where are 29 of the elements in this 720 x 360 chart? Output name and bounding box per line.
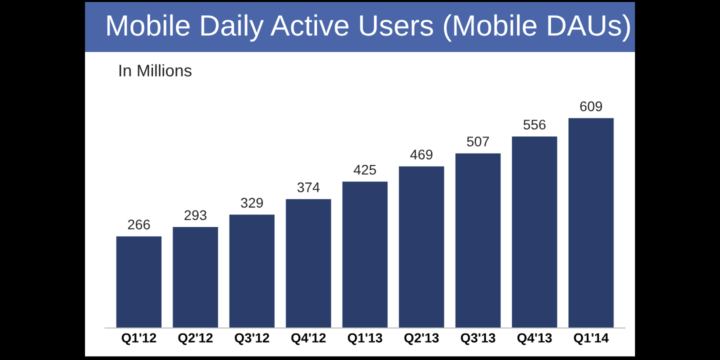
chart-subtitle: In Millions [120, 64, 192, 76]
data-label: 266 [128, 220, 150, 230]
x-tick-label: Q1'12 [122, 333, 156, 346]
x-tick-label: Q4'12 [291, 333, 326, 346]
bar [116, 236, 162, 328]
bar [286, 199, 332, 328]
bar [512, 136, 558, 328]
bar [398, 166, 444, 328]
x-tick-label: Q1'13 [348, 333, 382, 346]
data-label: 507 [467, 136, 489, 146]
bar [455, 153, 501, 328]
bar [342, 182, 388, 328]
data-label: 329 [240, 198, 263, 208]
bar [229, 214, 275, 328]
bar [172, 227, 218, 328]
data-label: 609 [580, 101, 602, 112]
x-tick-label: Q1'14 [574, 333, 609, 346]
data-label: 374 [297, 182, 320, 192]
bar [568, 118, 614, 328]
data-label: 293 [184, 210, 206, 220]
x-tick-label: Q3'13 [460, 333, 496, 346]
x-tick-label: Q3'12 [234, 333, 270, 346]
chart-title: Mobile Daily Active Users (Mobile DAUs) [107, 14, 630, 42]
x-tick-label: Q2'12 [178, 333, 213, 346]
x-tick-label: Q2'13 [404, 333, 439, 346]
data-label: 469 [410, 150, 432, 160]
x-tick-label: Q4'13 [517, 333, 552, 346]
data-label: 556 [524, 120, 546, 130]
data-label: 425 [354, 164, 376, 175]
